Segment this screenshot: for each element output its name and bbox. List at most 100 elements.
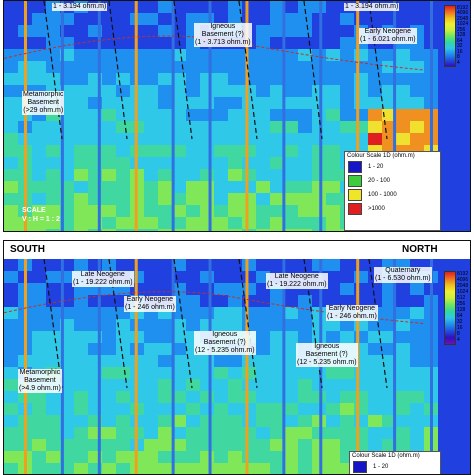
- resistivity-cell: [396, 343, 410, 355]
- resistivity-cell: [214, 367, 228, 379]
- resistivity-cell: [46, 427, 60, 439]
- resistivity-cell: [200, 427, 214, 439]
- fault-line: [238, 259, 258, 389]
- resistivity-cell: [270, 61, 284, 73]
- resistivity-cell: [382, 283, 396, 295]
- resistivity-cell: [102, 217, 116, 229]
- resistivity-cell: [102, 97, 116, 109]
- resistivity-cell: [214, 85, 228, 97]
- resistivity-cell: [186, 229, 200, 231]
- resistivity-cell: [298, 463, 312, 474]
- resistivity-cell: [144, 85, 158, 97]
- resistivity-cell: [214, 73, 228, 85]
- resistivity-cell: [466, 355, 470, 367]
- resistivity-cell: [172, 415, 186, 427]
- borehole-column: [282, 1, 286, 231]
- resistivity-cell: [4, 109, 18, 121]
- resistivity-cell: [354, 133, 368, 145]
- resistivity-cell: [116, 13, 130, 25]
- resistivity-cell: [172, 403, 186, 415]
- resistivity-cell: [242, 181, 256, 193]
- resistivity-cell: [102, 13, 116, 25]
- resistivity-cell: [200, 319, 214, 331]
- resistivity-cell: [186, 391, 200, 403]
- resistivity-cell: [466, 343, 470, 355]
- resistivity-cell: [256, 61, 270, 73]
- resistivity-cell: [284, 295, 298, 307]
- resistivity-cell: [214, 463, 228, 474]
- resistivity-cell: [158, 37, 172, 49]
- resistivity-cell: [340, 295, 354, 307]
- resistivity-cell: [4, 355, 18, 367]
- fault-line: [43, 1, 63, 140]
- resistivity-cell: [158, 133, 172, 145]
- resistivity-cell: [186, 193, 200, 205]
- resistivity-cell: [74, 229, 88, 231]
- resistivity-cell: [228, 121, 242, 133]
- resistivity-cell: [4, 37, 18, 49]
- resistivity-cell: [4, 85, 18, 97]
- resistivity-cell: [158, 319, 172, 331]
- resistivity-cell: [326, 37, 340, 49]
- resistivity-cell: [186, 61, 200, 73]
- resistivity-cell: [144, 169, 158, 181]
- resistivity-cell: [256, 463, 270, 474]
- resistivity-cell: [270, 367, 284, 379]
- top-legend-label: 1 - 20: [368, 164, 384, 170]
- resistivity-cell: [200, 1, 214, 13]
- resistivity-cell: [144, 229, 158, 231]
- resistivity-cell: [396, 109, 410, 121]
- bottom-colorbar-tick-label: 1024: [457, 289, 469, 295]
- resistivity-cell: [116, 391, 130, 403]
- resistivity-cell: [74, 379, 88, 391]
- resistivity-cell: [102, 193, 116, 205]
- resistivity-cell: [46, 343, 60, 355]
- resistivity-cell: [312, 157, 326, 169]
- resistivity-cell: [438, 403, 452, 415]
- resistivity-cell: [242, 367, 256, 379]
- resistivity-cell: [256, 97, 270, 109]
- resistivity-cell: [242, 427, 256, 439]
- resistivity-cell: [312, 97, 326, 109]
- resistivity-cell: [312, 73, 326, 85]
- resistivity-cell: [116, 169, 130, 181]
- resistivity-cell: [116, 133, 130, 145]
- resistivity-cell: [228, 49, 242, 61]
- resistivity-cell: [256, 169, 270, 181]
- resistivity-cell: [326, 133, 340, 145]
- resistivity-cell: [214, 181, 228, 193]
- bottom-colorbar-tick-label: 8192: [457, 271, 469, 277]
- resistivity-cell: [410, 61, 424, 73]
- resistivity-cell: [172, 319, 186, 331]
- resistivity-cell: [46, 295, 60, 307]
- resistivity-cell: [200, 169, 214, 181]
- resistivity-cell: [270, 181, 284, 193]
- resistivity-cell: [452, 229, 466, 231]
- resistivity-cell: [438, 217, 452, 229]
- resistivity-cell: [438, 157, 452, 169]
- top-colorbar-tick-label: 2048: [457, 15, 469, 22]
- resistivity-cell: [368, 343, 382, 355]
- resistivity-cell: [144, 217, 158, 229]
- resistivity-cell: [172, 25, 186, 37]
- resistivity-cell: [172, 157, 186, 169]
- resistivity-cell: [396, 427, 410, 439]
- resistivity-cell: [186, 379, 200, 391]
- resistivity-cell: [32, 49, 46, 61]
- resistivity-cell: [186, 133, 200, 145]
- resistivity-cell: [116, 331, 130, 343]
- resistivity-cell: [102, 463, 116, 474]
- resistivity-cell: [326, 403, 340, 415]
- resistivity-cell: [410, 73, 424, 85]
- resistivity-cell: [312, 25, 326, 37]
- resistivity-cell: [74, 73, 88, 85]
- resistivity-cell: [410, 85, 424, 97]
- resistivity-cell: [102, 403, 116, 415]
- resistivity-cell: [74, 97, 88, 109]
- resistivity-cell: [410, 283, 424, 295]
- top-legend-swatch: [348, 161, 362, 173]
- resistivity-cell: [74, 133, 88, 145]
- resistivity-cell: [284, 367, 298, 379]
- resistivity-cell: [172, 379, 186, 391]
- resistivity-cell: [214, 1, 228, 13]
